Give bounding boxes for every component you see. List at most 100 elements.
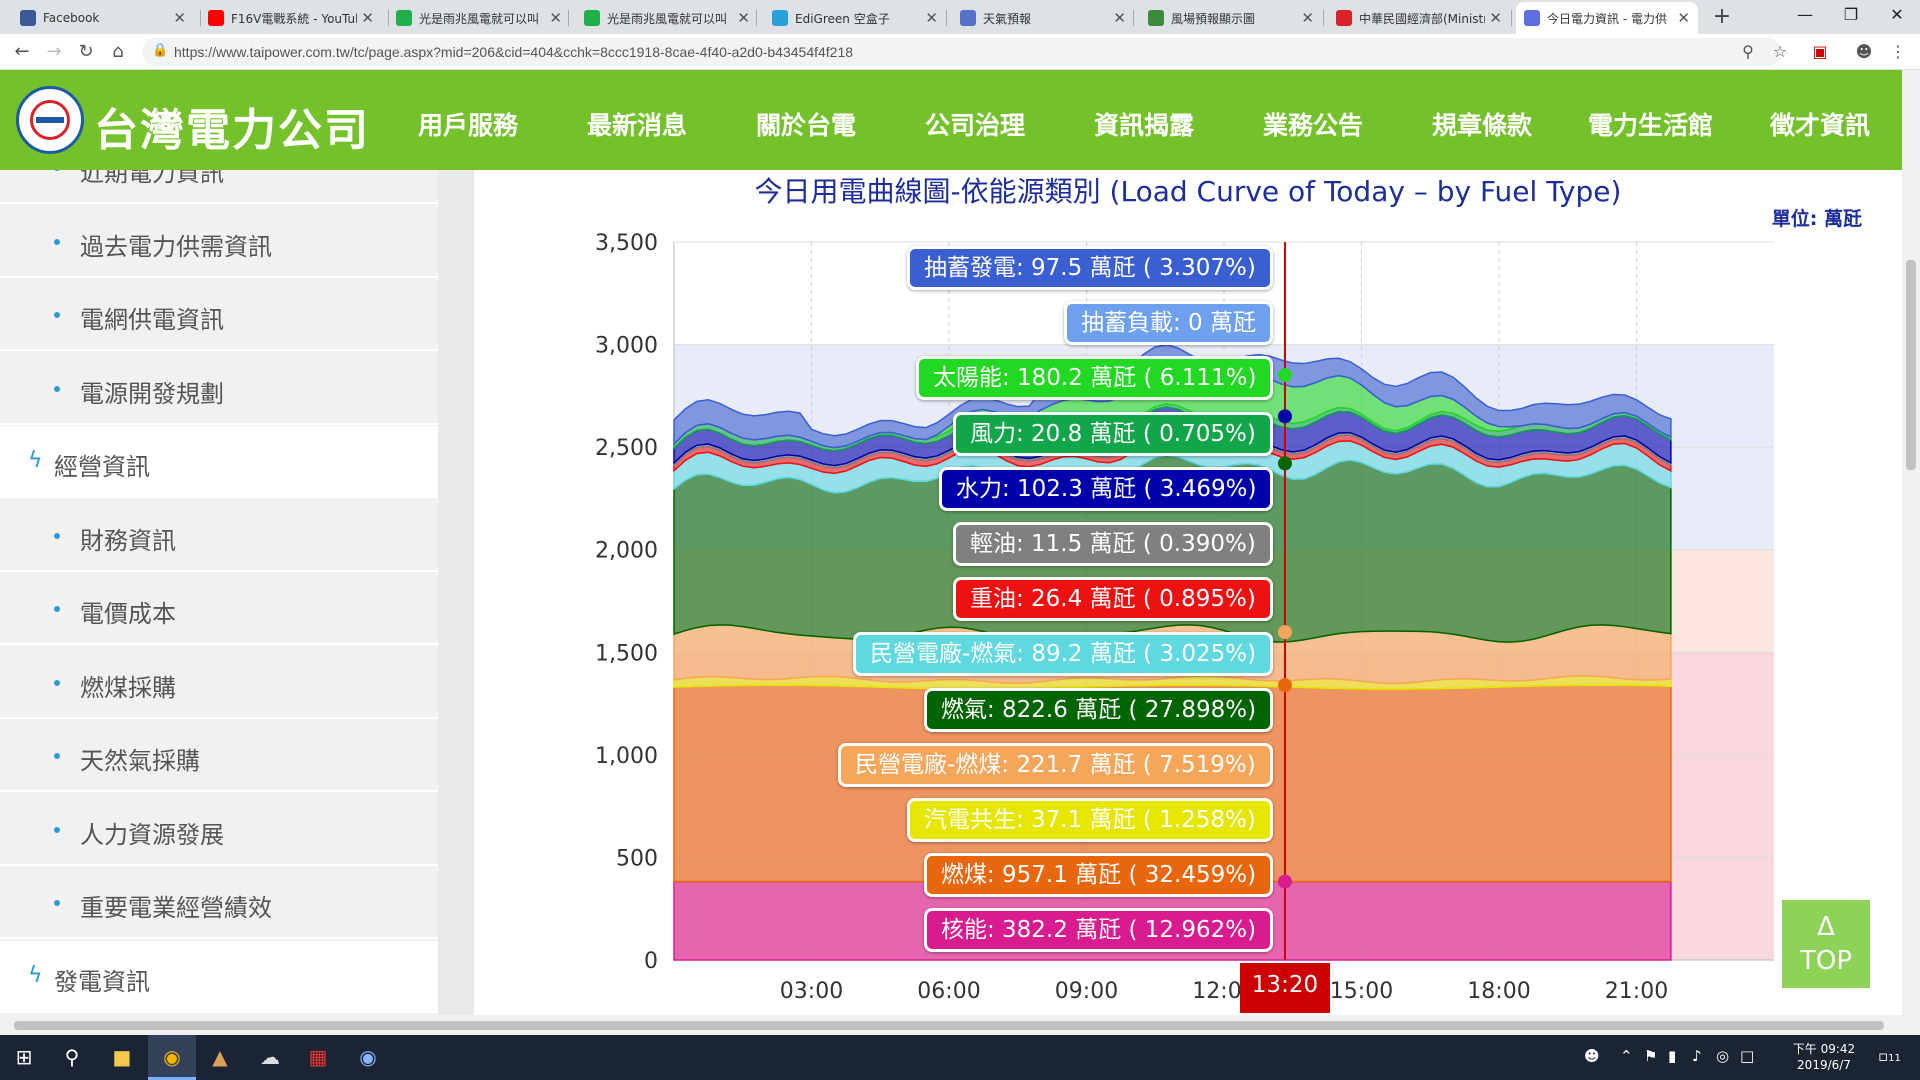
zoom-icon[interactable]: ⚲ [1742,42,1754,61]
minimize-icon[interactable]: — [1797,5,1813,24]
tab-close-icon[interactable]: ✕ [549,9,562,27]
browser-tab[interactable]: F16V電戰系統 - YouTube ✕ [200,2,382,34]
people-icon[interactable]: ☻ [1584,1047,1600,1065]
x-tick-label: 06:00 [917,979,980,1004]
bolt-icon: ϟ [28,962,43,988]
browser-tab[interactable]: 天氣預報 ✕ [952,2,1134,34]
volume-icon[interactable]: ♪ [1692,1047,1702,1065]
browser-tab[interactable]: 中華民國經濟部(Ministry ✕ [1328,2,1510,34]
address-bar: ← → ↻ ⌂ 🔒 https://www.taipower.com.tw/tc… [0,34,1920,70]
bookmark-star-icon[interactable]: ☆ [1772,42,1788,61]
sidebar-item[interactable]: 電網供電資訊 [0,279,438,351]
bullet-icon [54,170,60,171]
favicon-icon [584,10,600,26]
back-icon[interactable]: ← [14,41,30,62]
restore-icon[interactable]: ❐ [1843,5,1859,24]
sidebar-item-label: 近期電力資訊 [80,170,224,187]
sidebar-item[interactable]: 電價成本 [0,573,438,645]
menu-regulations[interactable]: 規章條款 [1432,111,1533,140]
app-icon-4[interactable]: ◉ [359,1045,377,1069]
reload-icon[interactable]: ↻ [78,41,94,62]
file-explorer-icon[interactable]: ■ [112,1045,132,1069]
sidebar-item[interactable]: 重要電業經營績效 [0,867,438,939]
browser-tab[interactable]: Facebook ✕ [12,2,194,34]
menu-icon[interactable]: ⋮ [1890,42,1906,61]
app-icon-2[interactable]: ☁ [260,1045,280,1069]
tab-separator [568,10,569,26]
close-window-icon[interactable]: ✕ [1890,5,1904,24]
series-tooltip: 燃煤: 957.1 萬瓩 ( 32.459%) [923,853,1274,898]
horizontal-scrollbar[interactable] [0,1015,1920,1035]
tray-chevron-icon[interactable]: ⌃ [1620,1047,1633,1065]
series-tooltip: 輕油: 11.5 萬瓩 ( 0.390%) [952,522,1273,566]
sidebar-item[interactable]: 天然氣採購 [0,720,438,792]
chart-title: 今日用電曲線圖-依能源類別 (Load Curve of Today – by … [754,175,1622,208]
sidebar-item[interactable]: 近期電力資訊 [0,170,438,204]
app-icon-1[interactable]: ▲ [212,1045,228,1069]
sidebar-item[interactable]: 過去電力供需資訊 [0,205,438,278]
extension-icon[interactable]: ▣ [1812,42,1828,61]
sidebar-item[interactable]: ϟ 經營資訊 [0,426,438,498]
bullet-icon [54,238,60,245]
sidebar-item[interactable]: 人力資源發展 [0,793,438,866]
horizontal-scroll-thumb[interactable] [14,1021,1884,1030]
tab-close-icon[interactable]: ✕ [1301,9,1314,27]
chrome-icon[interactable]: ◉ [148,1035,196,1080]
x-tick-label: 15:00 [1330,979,1393,1004]
sidebar-item[interactable]: 電源開發規劃 [0,352,438,425]
vertical-scroll-thumb[interactable] [1906,260,1916,470]
data-point-marker [1277,456,1292,471]
browser-tab[interactable]: 今日電力資訊 - 電力供 ✕ [1516,2,1698,34]
tab-close-icon[interactable]: ✕ [1113,9,1126,27]
url-field[interactable]: 🔒 https://www.taipower.com.tw/tc/page.as… [142,38,1782,66]
tab-close-icon[interactable]: ✕ [173,9,186,27]
start-icon[interactable]: ⊞ [15,1045,33,1069]
menu-governance[interactable]: 公司治理 [925,111,1026,140]
search-icon[interactable]: ⚲ [64,1045,80,1069]
vertical-scrollbar[interactable] [1902,70,1920,1015]
network-icon[interactable]: ◎ [1716,1047,1730,1065]
sidebar-item[interactable]: ϟ 發電資訊 [0,940,438,1013]
new-tab-button[interactable]: + [1712,4,1732,29]
home-icon[interactable]: ⌂ [112,41,124,62]
tab-close-icon[interactable]: ✕ [1677,9,1690,27]
power-icon[interactable]: ▮ [1668,1047,1677,1065]
series-tooltip: 民營電廠-燃煤: 221.7 萬瓩 ( 7.519%) [837,742,1273,787]
sidebar-item-label: 財務資訊 [80,526,176,555]
menu-careers[interactable]: 徵才資訊 [1770,111,1871,140]
sidebar: 近期電力資訊過去電力供需資訊 電網供電資訊 電源開發規劃 ϟ 經營資訊財務資訊電價成本燃… [0,170,438,1015]
tab-close-icon[interactable]: ✕ [737,9,750,27]
tab-close-icon[interactable]: ✕ [925,9,938,27]
profile-icon[interactable]: ☻ [1855,42,1873,61]
menu-announcements[interactable]: 業務公告 [1263,111,1364,140]
menu-disclosure[interactable]: 資訊揭露 [1094,111,1195,140]
bullet-icon [54,900,60,906]
taskbar-clock[interactable]: 下午 09:42 2019/6/7 [1780,1041,1868,1073]
browser-tab[interactable]: EdiGreen 空盒子 ✕ [764,2,946,34]
back-to-top-button[interactable]: Δ TOP [1782,900,1870,988]
sidebar-item-label: 重要電業經營績效 [80,894,272,922]
up-arrow-icon: Δ [1817,912,1835,942]
content-gutter [438,170,474,1015]
notification-icon[interactable]: ▫11 [1878,1047,1901,1065]
browser-tab-strip: Facebook ✕ F16V電戰系統 - YouTube ✕ 光是雨兆風電就可以叫 ✕ 光… [0,0,1920,34]
menu-about[interactable]: 關於台電 [756,111,857,140]
menu-user-service[interactable]: 用戶服務 [418,111,519,140]
tab-close-icon[interactable]: ✕ [361,9,374,27]
ime-icon[interactable]: □ [1740,1047,1755,1065]
defender-icon[interactable]: ⚑ [1644,1047,1658,1065]
menu-news[interactable]: 最新消息 [587,111,688,140]
taipower-logo-icon[interactable] [16,86,84,154]
site-name[interactable]: 台灣電力公司 [94,105,370,156]
sidebar-item[interactable]: 財務資訊 [0,499,438,572]
forward-icon[interactable]: → [46,41,62,62]
series-tooltip: 抽蓄負載: 0 萬瓩 [1063,301,1273,346]
tab-title: EdiGreen 空盒子 [795,11,890,26]
browser-tab[interactable]: 光是雨兆風電就可以叫 ✕ [576,2,758,34]
tab-close-icon[interactable]: ✕ [1489,9,1502,27]
app-icon-3[interactable]: ▦ [308,1045,328,1069]
sidebar-item[interactable]: 燃煤採購 [0,646,438,719]
browser-tab[interactable]: 風場預報顯示圖 ✕ [1140,2,1322,34]
browser-tab[interactable]: 光是雨兆風電就可以叫 ✕ [388,2,570,34]
menu-power-life[interactable]: 電力生活館 [1588,111,1714,140]
